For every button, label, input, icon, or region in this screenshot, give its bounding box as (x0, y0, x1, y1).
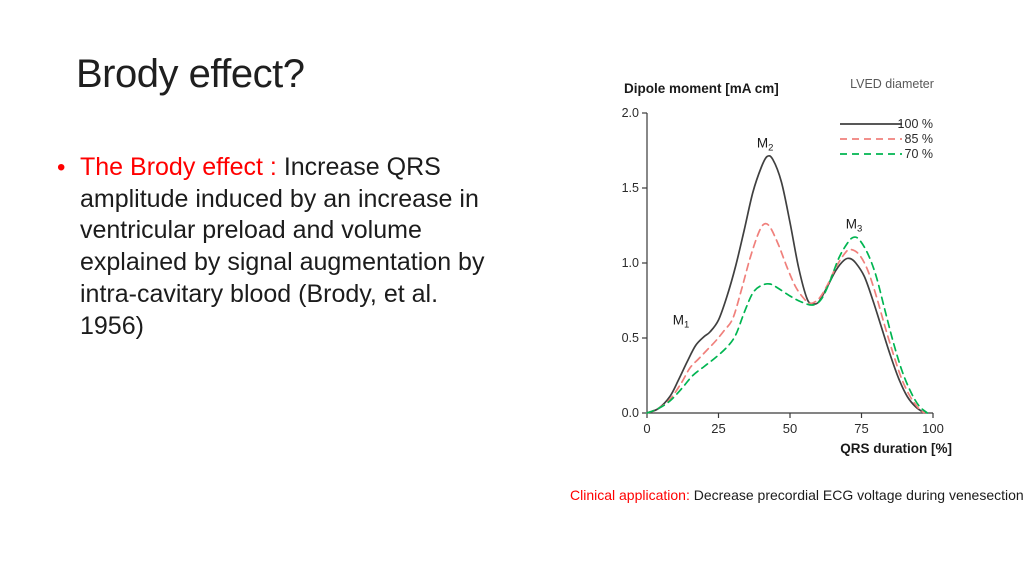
bullet-line: explained by signal augmentation by (80, 248, 485, 277)
bullet-item: • The Brody effect : Increase QRS amplit… (57, 152, 562, 342)
series-curve-100 (646, 154, 926, 414)
y-tick-label: 2.0 (622, 106, 639, 120)
annotation-M1: M1 (673, 313, 690, 331)
bullet-line: 1956) (80, 311, 144, 340)
legend-label: 100 % (898, 117, 933, 131)
chart-legend: LVED diameter 100 %85 %70 % (840, 77, 934, 161)
y-tick-label: 0.0 (622, 406, 639, 420)
dipole-moment-chart: 0.0 0.5 1.0 1.5 2.0 0 25 50 75 100 Dipole moment [… (622, 77, 952, 456)
bullet-line: ventricular preload and volume (80, 216, 422, 245)
y-tick-label: 1.0 (622, 256, 639, 270)
bullet-line1-rest: Increase QRS (283, 153, 441, 181)
bullet-lead-red: The Brody effect : (80, 153, 284, 181)
series-curve-85 (646, 222, 926, 414)
bullet-line: amplitude induced by an increase in (80, 184, 479, 213)
y-axis-title: Dipole moment [mA cm] (624, 81, 779, 96)
x-tick-label: 100 (922, 421, 944, 436)
bullet-text: The Brody effect : Increase QRS amplitud… (80, 152, 484, 342)
y-tick-label: 0.5 (622, 331, 639, 345)
x-tick-label: 75 (854, 421, 868, 436)
x-tick-label: 0 (643, 421, 650, 436)
x-tick-label: 25 (711, 421, 725, 436)
bullet-block: • The Brody effect : Increase QRS amplit… (57, 152, 562, 342)
bullet-line: intra-cavitary blood (Brody, et al. (80, 279, 439, 308)
legend-label: 70 % (905, 147, 934, 161)
chart-area: 0.0 0.5 1.0 1.5 2.0 0 25 50 75 100 Dipole moment [… (560, 55, 1024, 480)
y-tick-label: 1.5 (622, 181, 639, 195)
x-tick-label: 50 (783, 421, 797, 436)
x-axis-ticks: 0 25 50 75 100 (643, 413, 944, 436)
clinical-caption: Clinical application: Decrease precordia… (570, 487, 1024, 503)
caption-rest: Decrease precordial ECG voltage during v… (689, 487, 1024, 503)
bullet-line: The Brody effect : Increase QRS (80, 152, 484, 184)
legend-title: LVED diameter (850, 77, 934, 91)
caption-lead-red: Clinical application: (570, 487, 690, 503)
x-axis-title: QRS duration [%] (840, 441, 952, 456)
bullet-icon: • (57, 154, 66, 181)
page-title: Brody effect? (76, 52, 305, 96)
y-axis-ticks: 0.0 0.5 1.0 1.5 2.0 (622, 106, 647, 420)
annotation-M3: M3 (846, 217, 863, 235)
series-curve-70 (646, 236, 929, 414)
legend-label: 85 % (905, 132, 934, 146)
annotation-M2: M2 (757, 136, 774, 154)
